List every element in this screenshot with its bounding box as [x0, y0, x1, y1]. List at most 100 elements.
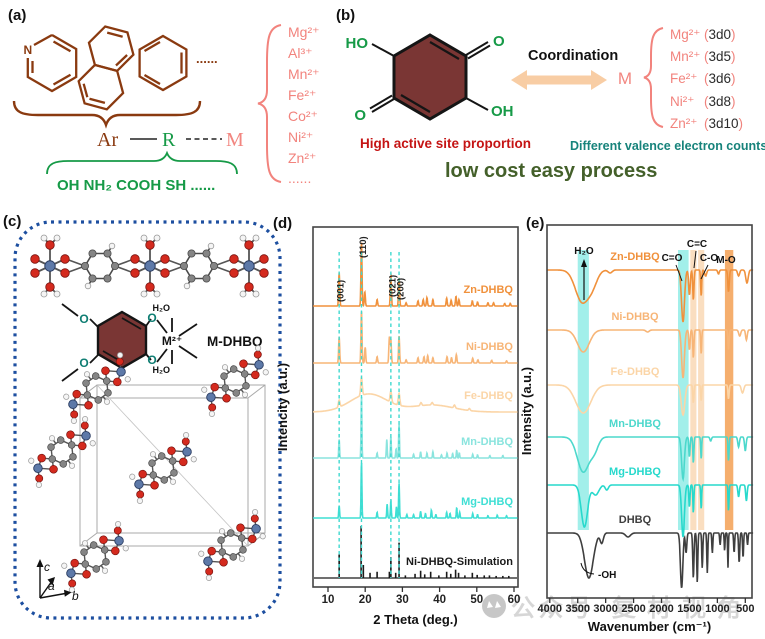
scheme-o-label: O [79, 356, 88, 370]
ftir-annotation-0: H₂O [574, 246, 594, 257]
paren: ) [731, 94, 736, 109]
h2o-arrowhead [581, 259, 587, 267]
scheme-o-label: O [147, 353, 156, 367]
ftir-annotation-3: C-O [700, 253, 719, 264]
metal-ion: Ni²⁺ [670, 94, 694, 109]
chat-bubble-icon [487, 601, 501, 608]
config-value: 3d8 [709, 94, 732, 109]
ftir-series-label-Fe-DHBQ: Fe-DHBQ [611, 366, 660, 378]
dhbq-substituent-bonds [369, 41, 491, 113]
metal-ion: Mg²⁺ [288, 24, 320, 40]
functional-groups-text: OH NH₂ COOH SH ...... [57, 177, 215, 194]
panel-c: O O O O M²⁺ H₂O H₂O M-DHBQ [13, 220, 282, 620]
ftir-annotation-1: C=O [662, 253, 683, 264]
ftir-x-axis-title: Wavenumber (cm⁻¹) [588, 619, 711, 634]
config-value: 3d5 [709, 49, 732, 64]
b-axis-arrowhead [64, 589, 72, 597]
ftir-frame [546, 224, 753, 599]
ftir-tick-label: 3000 [593, 603, 617, 615]
coordination-chain [29, 234, 270, 298]
metal-ions-list: Mg²⁺ Al³⁺ Mn²⁺ Fe²⁺ Co²⁺ Ni²⁺ Zn²⁺ .....… [288, 24, 320, 186]
functional-groups-brace [46, 150, 238, 175]
xrd-frame [312, 226, 519, 588]
a-axis-arrowhead [47, 577, 55, 586]
ftir-series-DHBQ [547, 531, 754, 589]
h2o-bottom-label: H₂O [153, 365, 171, 375]
metal-config-list: Mg²⁺ (3d0) Mn²⁺ (3d5) Fe²⁺ (3d6) Ni²⁺ (3… [670, 27, 743, 131]
scheme-o-label: O [147, 311, 156, 325]
cc-annotation-line [693, 250, 697, 269]
paren: ) [731, 27, 736, 42]
o-bottom-left-label: O [354, 107, 366, 124]
ftir-band [577, 250, 589, 530]
a-axis-label: a [48, 579, 55, 593]
panel-b-label: (b) [336, 7, 355, 24]
metal-config-brace [643, 27, 664, 128]
paren: ) [731, 71, 736, 86]
c-axis-label: c [44, 560, 50, 574]
m2plus-label: M²⁺ [162, 334, 182, 348]
ftir-band [677, 250, 689, 530]
metal-ion: Co²⁺ [288, 108, 318, 124]
oh-annotation-line [580, 562, 595, 575]
xrd-tick-label: 30 [396, 594, 409, 606]
low-cost-text: low cost easy process [445, 160, 657, 182]
aromatics-ellipsis: ...... [196, 51, 218, 66]
ftir-series-label-Mg-DHBQ: Mg-DHBQ [609, 466, 661, 478]
ftir-tick-label: 500 [736, 603, 754, 615]
panel-b: HO O O OH Coordination M Mg²⁺ (3d0) Mn²⁺… [346, 27, 765, 182]
metal-ion: Al³⁺ [288, 45, 313, 61]
electron-config: (3d6) [704, 71, 736, 86]
metal-ion: Mn²⁺ [670, 49, 700, 64]
electron-config: (3d5) [704, 49, 736, 64]
metal-ion: Mn²⁺ [288, 66, 320, 82]
scheme-o-label: O [79, 312, 88, 326]
dhbq-double-bonds [400, 41, 460, 113]
metal-ion: Zn²⁺ [288, 150, 316, 166]
ftir-annotation-2: C=C [687, 239, 707, 250]
valence-text: Different valence electron counts [570, 139, 765, 153]
xrd-series-label-Mn-DHBQ: Mn-DHBQ [461, 436, 513, 448]
electron-config: (3d0) [704, 27, 736, 42]
watermark-icon [482, 594, 506, 618]
ftir-tick-label: 3500 [565, 603, 589, 615]
config-value: 3d0 [709, 27, 732, 42]
mdhbq-title: M-DHBQ [207, 334, 263, 349]
xrd-series-Ni-DHBQ [313, 311, 518, 364]
xrd-series-Fe-DHBQ [313, 375, 518, 413]
ftir-tick-label: 1000 [705, 603, 729, 615]
metal-ion: Fe²⁺ [670, 71, 697, 86]
c-axis-arrowhead [36, 559, 44, 567]
xrd-series-label-Fe-DHBQ: Fe-DHBQ [464, 390, 513, 402]
panel-a: N ...... Ar R M OH NH₂ COOH SH ...... Mg… [12, 24, 320, 194]
xrd-tick-label: 40 [433, 594, 446, 606]
crystal-packing [16, 340, 281, 598]
ftir-annotation-4: M-O [716, 255, 736, 266]
pyridine-nitrogen-label: N [23, 43, 32, 57]
ftir-band [690, 250, 697, 530]
xrd-tick-label: 60 [508, 594, 521, 606]
paren: ) [739, 116, 744, 131]
ftir-series-label-Zn-DHBQ: Zn-DHBQ [610, 251, 660, 263]
metal-ions-brace [257, 24, 282, 183]
xrd-series-Zn-DHBQ [313, 242, 518, 307]
panel-a-label: (a) [8, 7, 26, 24]
panel-d-label: (d) [273, 215, 292, 232]
naphthalene-structure [77, 25, 135, 111]
paren: ( [704, 27, 709, 42]
ftir-series-Fe-DHBQ [547, 384, 754, 417]
paren: ( [704, 49, 709, 64]
high-active-text: High active site proportion [360, 136, 531, 151]
c-o-annotation-line [700, 264, 709, 280]
config-value: 3d10 [709, 116, 739, 131]
xrd-series-label-Ni-DHBQ-Simulation: Ni-DHBQ-Simulation [406, 556, 513, 568]
xrd-peak-label: (110) [358, 236, 369, 258]
co-annotation-line [675, 264, 683, 282]
xrd-series-label-Ni-DHBQ: Ni-DHBQ [466, 341, 513, 353]
xrd-series-Mg-DHBQ [313, 462, 518, 519]
ftir-series-Mn-DHBQ [547, 436, 754, 483]
